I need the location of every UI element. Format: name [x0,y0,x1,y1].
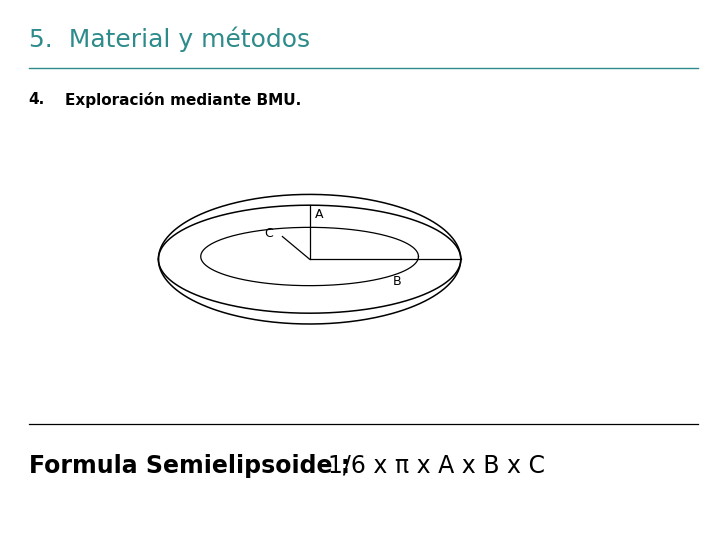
Text: 1/6 x π x A x B x C: 1/6 x π x A x B x C [328,454,544,477]
Text: Exploración mediante BMU.: Exploración mediante BMU. [65,92,301,108]
Text: B: B [393,275,401,288]
Text: 5.  Material y métodos: 5. Material y métodos [29,27,310,52]
Text: Formula Semielipsoide :: Formula Semielipsoide : [29,454,358,477]
Text: 4.: 4. [29,92,45,107]
Text: A: A [315,208,324,221]
Text: C: C [264,227,273,240]
